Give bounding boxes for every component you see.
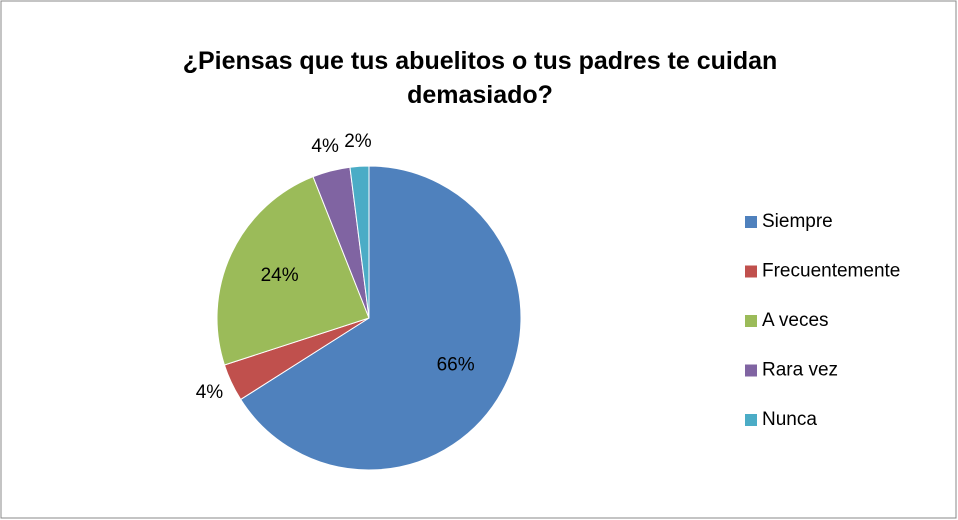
legend-swatch xyxy=(745,315,757,327)
legend-label: Rara vez xyxy=(762,360,838,381)
legend-label: A veces xyxy=(762,310,829,331)
pie-slice xyxy=(349,165,370,319)
pie-slice xyxy=(239,165,522,471)
legend-label: Frecuentemente xyxy=(762,261,900,282)
chart-title: ¿Piensas que tus abuelitos o tus padres … xyxy=(182,47,778,109)
data-label: 66% xyxy=(437,355,475,376)
legend-swatch xyxy=(745,364,757,377)
data-label: 4% xyxy=(311,136,339,157)
data-label: 2% xyxy=(344,131,372,152)
legend-swatch xyxy=(745,414,757,426)
legend-swatch xyxy=(745,265,757,278)
legend-label: Siempre xyxy=(762,211,833,232)
legend-label: Nunca xyxy=(762,409,817,430)
data-label: 4% xyxy=(196,382,224,403)
legend-swatch xyxy=(745,216,757,228)
pie-slice xyxy=(216,176,370,366)
data-label: 24% xyxy=(261,265,299,286)
